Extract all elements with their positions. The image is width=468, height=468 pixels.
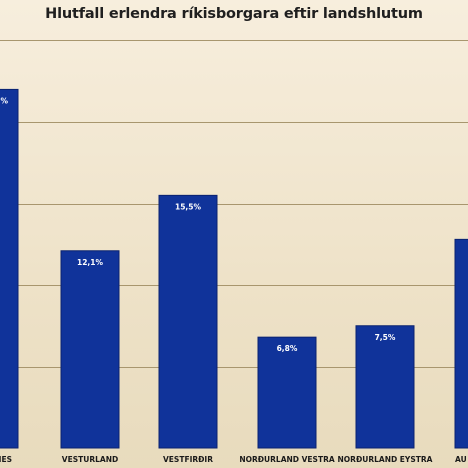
category-label: AU xyxy=(455,455,467,464)
data-label: 12,1% xyxy=(77,258,104,267)
data-label: 15,5% xyxy=(175,202,202,211)
category-label: NORÐURLAND EYSTRA xyxy=(338,455,433,464)
bar xyxy=(60,250,120,449)
data-label: % xyxy=(0,96,8,105)
category-label: VESTFIRÐIR xyxy=(163,455,213,464)
category-label: IES xyxy=(0,455,12,464)
data-label: 7,5% xyxy=(375,333,396,342)
bar xyxy=(355,325,415,449)
category-labels: IES VESTURLAND VESTFIRÐIR NORÐURLAND VESTRA… xyxy=(0,455,467,464)
category-label: VESTURLAND xyxy=(62,455,118,464)
bar xyxy=(454,238,468,449)
bars xyxy=(0,88,468,449)
chart-title: Hlutfall erlendra ríkisborgara eftir lan… xyxy=(45,6,423,22)
category-label: NORÐURLAND VESTRA xyxy=(239,455,334,464)
bar xyxy=(0,88,19,449)
bar xyxy=(158,194,218,449)
data-label: 6,8% xyxy=(277,344,298,353)
bar xyxy=(257,336,317,449)
value-labels: % 12,1% 15,5% 6,8% 7,5% xyxy=(0,96,395,353)
